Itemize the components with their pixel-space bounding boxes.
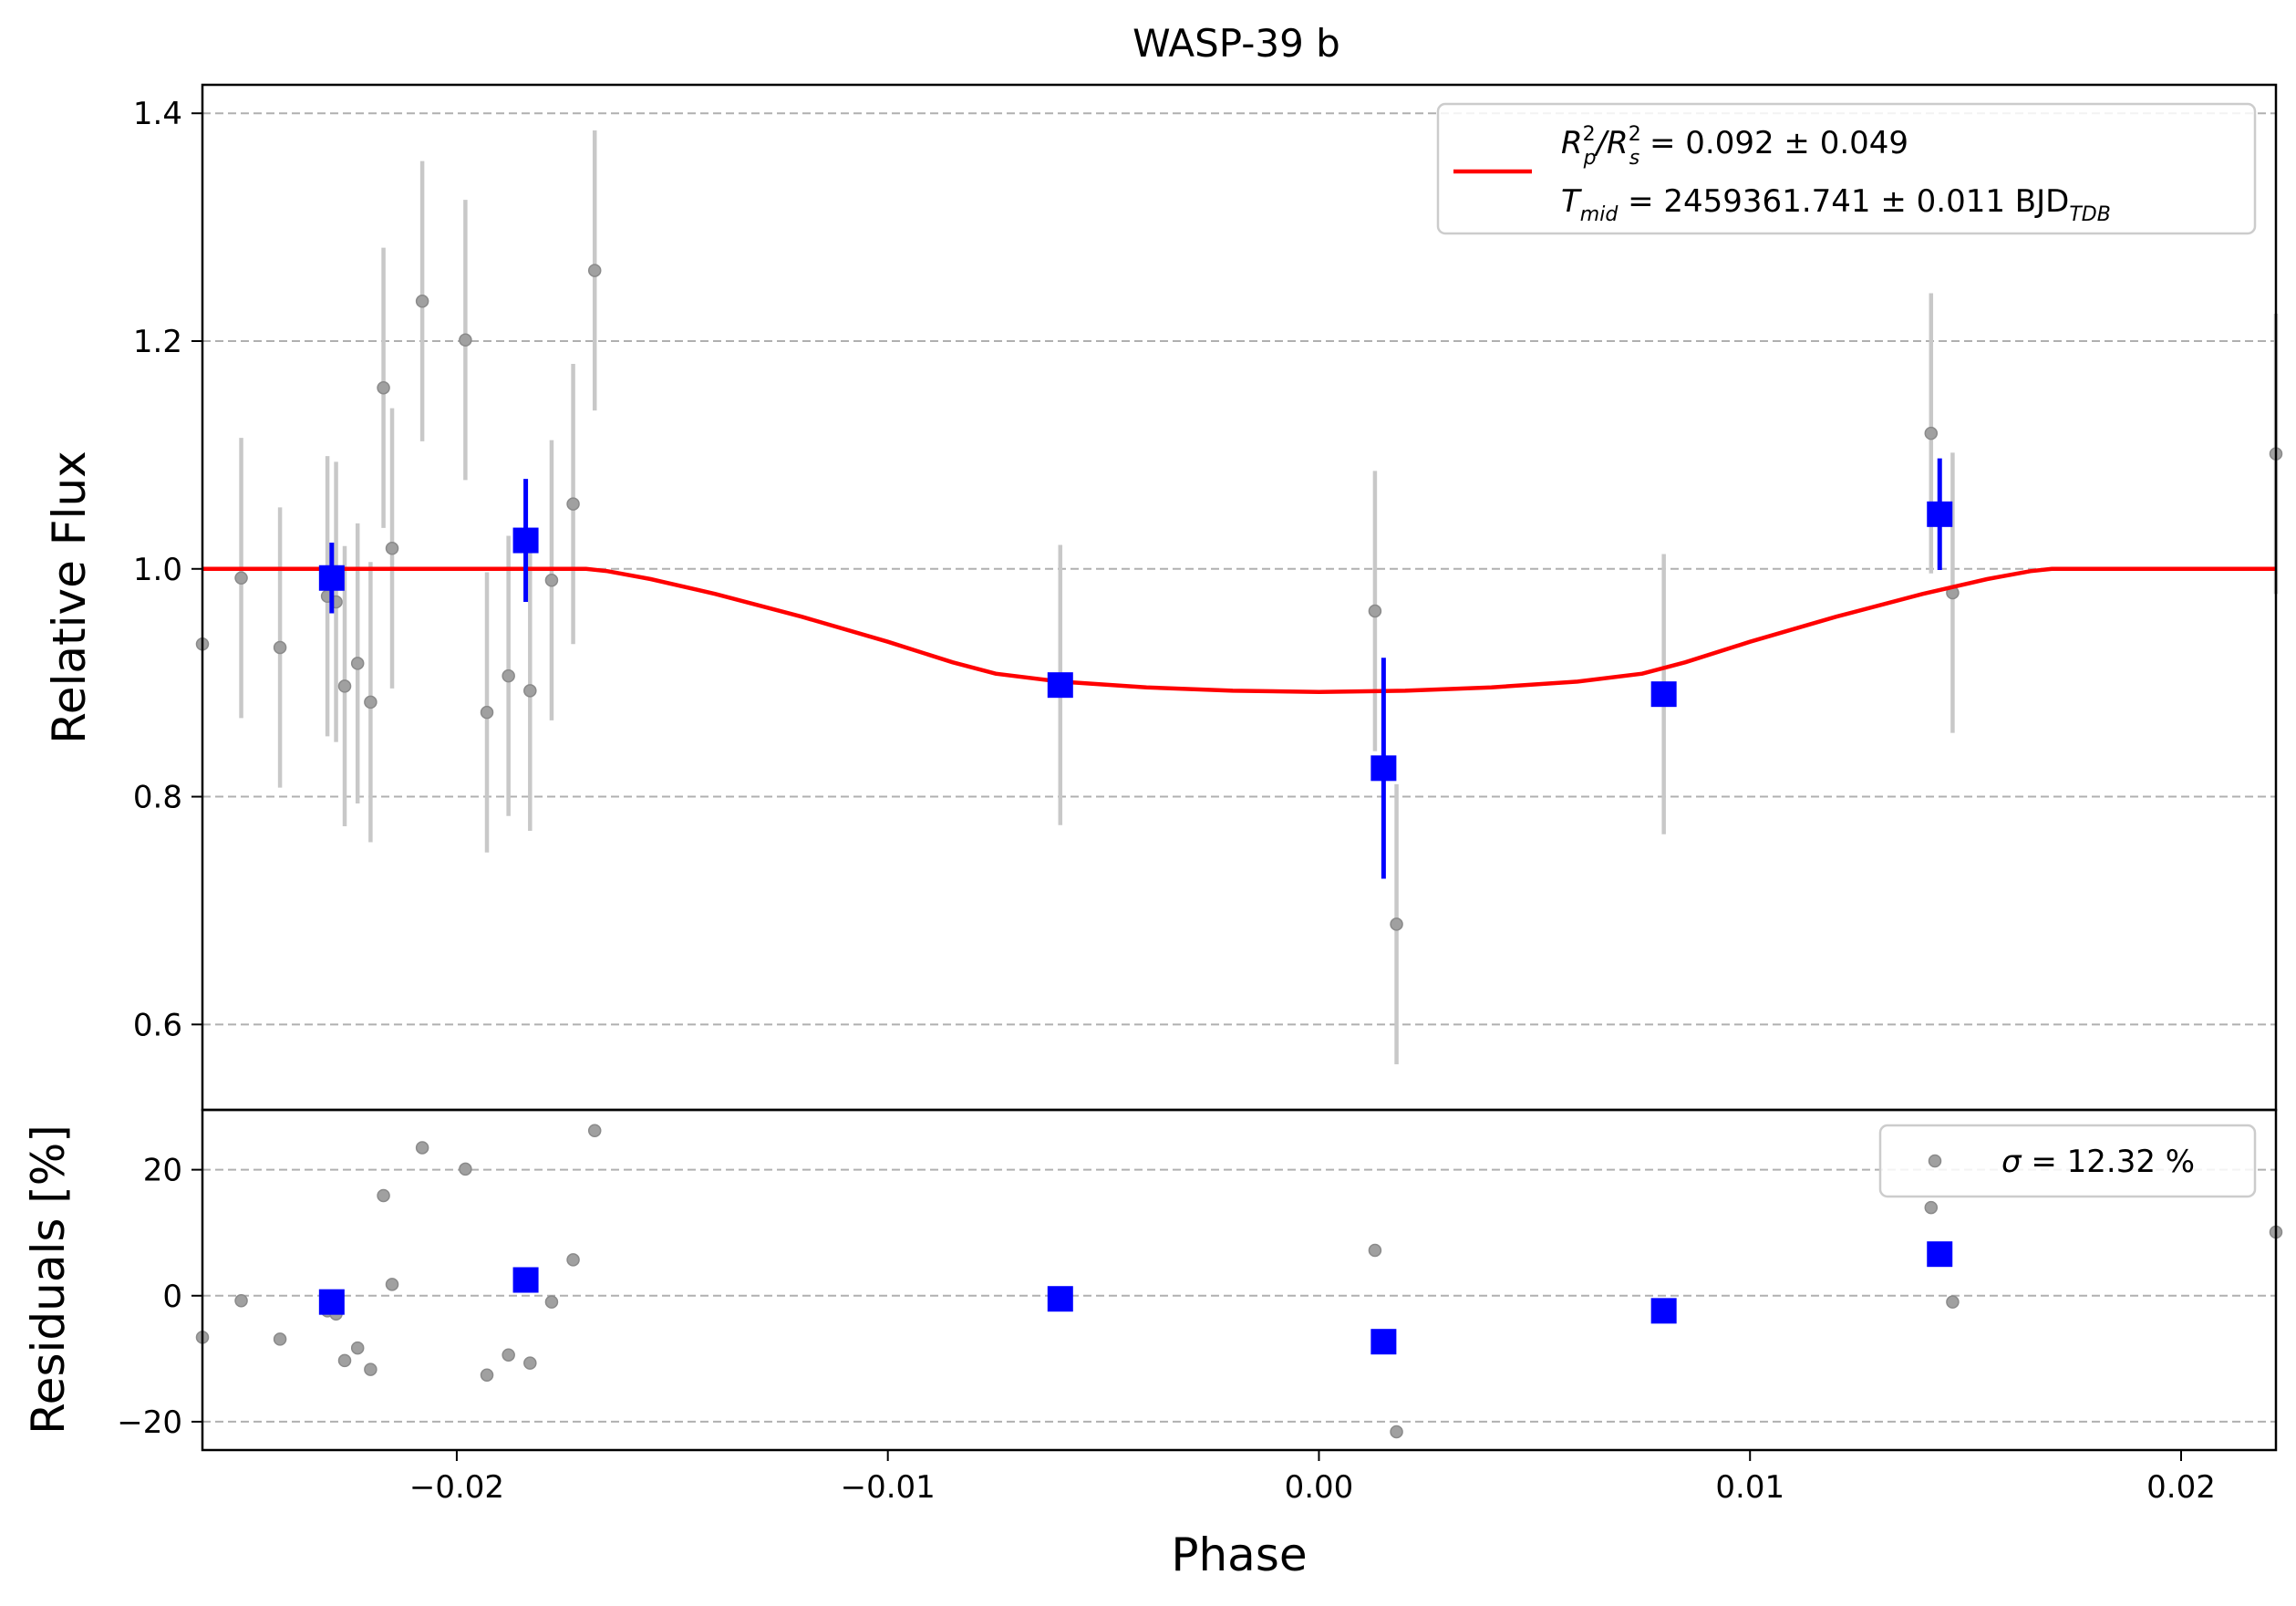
legend-sigma-value: = 12.32 % bbox=[2022, 1144, 2196, 1180]
flux-raw-point bbox=[544, 574, 559, 587]
flux-raw-point bbox=[350, 657, 365, 670]
residuals-raw-point bbox=[566, 1253, 580, 1267]
residuals-legend-box bbox=[1878, 1124, 2257, 1198]
flux-panel: 0.60.81.01.21.4 Relative Flux R2 p/R2 s = … bbox=[43, 83, 2283, 1112]
legend-rs-sep: /R bbox=[1594, 125, 1629, 161]
flux-y-tick-label: 1.4 bbox=[133, 96, 182, 132]
flux-y-tick-label: 0.6 bbox=[133, 1007, 182, 1043]
flux-y-tick-label: 1.2 bbox=[133, 324, 182, 360]
chart-title: WASP-39 b bbox=[1132, 21, 1340, 66]
residuals-raw-point bbox=[364, 1363, 377, 1376]
residuals-raw-point bbox=[459, 1162, 472, 1176]
legend-tmid-value: = 2459361.741 ± 0.011 BJD bbox=[1618, 183, 2069, 220]
phase-x-axis-label: Phase bbox=[1171, 1528, 1307, 1581]
residuals-raw-point bbox=[480, 1368, 494, 1383]
phase-x-tick-label: −0.02 bbox=[409, 1469, 504, 1506]
flux-raw-point bbox=[566, 497, 580, 511]
legend-rp-symbol: R bbox=[1561, 125, 1583, 161]
legend-rp-sup: 2 bbox=[1583, 123, 1596, 146]
legend-tdb-sub: TDB bbox=[2069, 203, 2110, 226]
phase-x-tick-label: 0.02 bbox=[2146, 1469, 2216, 1506]
phase-x-tick-label: −0.01 bbox=[841, 1469, 936, 1506]
residuals-y-axis-label: Residuals [%] bbox=[22, 1124, 75, 1435]
phase-x-ticks: −0.02 −0.01 0.00 0.01 0.02 bbox=[409, 1450, 2216, 1506]
residuals-raw-point bbox=[273, 1332, 287, 1346]
flux-raw-point bbox=[415, 295, 429, 308]
residuals-y-tick-label: 20 bbox=[143, 1153, 182, 1189]
flux-raw-point bbox=[337, 679, 352, 693]
residuals-panel: −20 0 20 Residuals [%] σ = 12.32 % bbox=[22, 1108, 2283, 1452]
residuals-raw-point bbox=[415, 1141, 429, 1155]
flux-raw-point bbox=[234, 571, 248, 585]
flux-binned-points bbox=[318, 501, 1953, 782]
phase-x-tick-label: 0.00 bbox=[1285, 1469, 1354, 1506]
residuals-raw-point bbox=[1368, 1243, 1382, 1258]
residuals-raw-point bbox=[502, 1348, 515, 1362]
flux-y-axis-label: Relative Flux bbox=[43, 451, 96, 743]
flux-raw-point bbox=[502, 668, 515, 683]
residuals-binned-point bbox=[1650, 1298, 1677, 1324]
residuals-y-tick-label: 0 bbox=[162, 1279, 182, 1315]
flux-legend-box bbox=[1436, 102, 2257, 235]
residuals-raw-point bbox=[544, 1295, 559, 1309]
residuals-raw-point bbox=[234, 1294, 248, 1308]
flux-raw-point bbox=[523, 684, 537, 698]
residuals-raw-point bbox=[587, 1124, 602, 1138]
residuals-raw-point bbox=[1924, 1200, 1939, 1215]
flux-raw-point bbox=[385, 542, 399, 555]
legend-t-sub: mid bbox=[1580, 203, 1619, 226]
transit-model-line bbox=[202, 566, 2276, 694]
residuals-binned-point bbox=[1370, 1329, 1397, 1355]
residuals-raw-point bbox=[377, 1188, 390, 1203]
legend-rp-rs-text: R2 p/R2 s = 0.092 ± 0.049 bbox=[1561, 123, 1908, 170]
residuals-binned-point bbox=[512, 1267, 539, 1293]
flux-raw-point bbox=[377, 380, 390, 395]
residuals-raw-point bbox=[385, 1278, 399, 1291]
flux-raw-point bbox=[273, 640, 287, 655]
flux-raw-point bbox=[1368, 604, 1382, 618]
legend-rs-sup: 2 bbox=[1629, 123, 1641, 146]
flux-y-ticks: 0.6 0.8 1.0 1.2 1.4 bbox=[133, 96, 202, 1043]
residuals-panel-frame bbox=[201, 1108, 2278, 1452]
phase-x-tick-label: 0.01 bbox=[1715, 1469, 1784, 1506]
residuals-binned-point bbox=[1927, 1241, 1953, 1268]
legend-rs-sub: s bbox=[1629, 147, 1639, 170]
residuals-binned-points bbox=[318, 1241, 1953, 1355]
flux-raw-point bbox=[1390, 917, 1403, 931]
flux-binned-point bbox=[1650, 681, 1677, 708]
flux-raw-point bbox=[587, 264, 602, 277]
legend-t-symbol: T bbox=[1561, 183, 1582, 220]
flux-raw-point bbox=[364, 695, 377, 710]
legend-tmid-text: Tmid = 2459361.741 ± 0.011 BJDTDB bbox=[1561, 183, 2111, 226]
legend-rp-value: = 0.092 ± 0.049 bbox=[1639, 125, 1908, 161]
flux-binned-point bbox=[1927, 501, 1953, 527]
residuals-binned-point bbox=[1047, 1286, 1073, 1312]
residuals-raw-point bbox=[350, 1341, 365, 1355]
residuals-raw-point bbox=[523, 1356, 537, 1370]
residuals-raw-point bbox=[1946, 1295, 1960, 1309]
flux-raw-point bbox=[459, 333, 472, 347]
flux-binned-point bbox=[1047, 672, 1073, 699]
residuals-raw-point bbox=[337, 1353, 352, 1368]
residuals-raw-point bbox=[1390, 1425, 1403, 1439]
residuals-y-ticks: −20 0 20 bbox=[117, 1153, 202, 1441]
flux-legend: R2 p/R2 s = 0.092 ± 0.049 Tmid = 2459361.7… bbox=[1436, 102, 2257, 235]
flux-binned-point bbox=[318, 565, 345, 591]
residuals-binned-point bbox=[318, 1289, 345, 1315]
flux-y-tick-label: 0.8 bbox=[133, 780, 182, 816]
legend-residual-marker-icon bbox=[1928, 1154, 1942, 1168]
flux-y-tick-label: 1.0 bbox=[133, 552, 182, 588]
residuals-legend: σ = 12.32 % bbox=[1878, 1124, 2257, 1198]
flux-raw-point bbox=[480, 705, 494, 720]
flux-raw-point bbox=[1924, 426, 1939, 440]
residuals-y-tick-label: −20 bbox=[117, 1404, 182, 1441]
flux-binned-point bbox=[1370, 755, 1397, 782]
flux-binned-point bbox=[512, 527, 539, 554]
legend-rp-sub: p bbox=[1583, 147, 1597, 170]
legend-sigma-symbol: σ bbox=[2001, 1144, 2022, 1180]
legend-sigma-text: σ = 12.32 % bbox=[2001, 1144, 2195, 1180]
